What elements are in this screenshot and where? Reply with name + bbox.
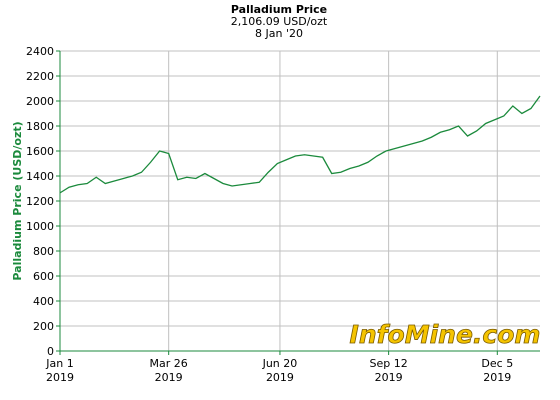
y-tick-label: 2000 xyxy=(26,95,54,108)
y-tick-label: 1000 xyxy=(26,220,54,233)
x-tick-label-line: 2019 xyxy=(266,371,294,384)
x-tick-label-line: Dec 5 xyxy=(481,357,513,370)
y-tick-label: 1600 xyxy=(26,145,54,158)
y-axis-label: Palladium Price (USD/ozt) xyxy=(11,121,24,280)
x-tick-label-line: Jun 20 xyxy=(262,357,298,370)
x-tick-label: Mar 26 2019 xyxy=(150,357,188,384)
subtitle: 2,106.09 USD/ozt xyxy=(231,15,328,28)
x-tick-label: Dec 5 2019 xyxy=(481,357,513,384)
price-line xyxy=(59,95,541,194)
y-tick-label: 800 xyxy=(33,245,54,258)
watermark: InfoMine.com xyxy=(350,320,541,349)
x-tick-label: Sep 12 2019 xyxy=(370,357,408,384)
y-tick-label: 200 xyxy=(33,320,54,333)
x-tick-label-line: Jan 1 xyxy=(45,357,73,370)
y-tick-label: 0 xyxy=(47,345,54,358)
date-label: 8 Jan '20 xyxy=(255,27,303,40)
chart-title: Palladium Price xyxy=(231,3,327,16)
y-tick-label: 1400 xyxy=(26,170,54,183)
y-tick-label: 2200 xyxy=(26,70,54,83)
y-tick-label: 400 xyxy=(33,295,54,308)
x-tick-label: Jun 20 2019 xyxy=(262,357,298,384)
x-tick-label-line: 2019 xyxy=(46,371,74,384)
x-tick-label-line: 2019 xyxy=(155,371,183,384)
y-tick-label: 600 xyxy=(33,270,54,283)
x-tick-label-line: 2019 xyxy=(483,371,511,384)
y-tick-label: 2400 xyxy=(26,45,54,58)
y-tick-label: 1200 xyxy=(26,195,54,208)
x-tick-label-line: 2019 xyxy=(375,371,403,384)
x-tick-label-line: Mar 26 xyxy=(150,357,188,370)
x-tick-label-line: Sep 12 xyxy=(370,357,408,370)
y-tick-label: 1800 xyxy=(26,120,54,133)
x-tick-label: Jan 1 2019 xyxy=(45,357,74,384)
